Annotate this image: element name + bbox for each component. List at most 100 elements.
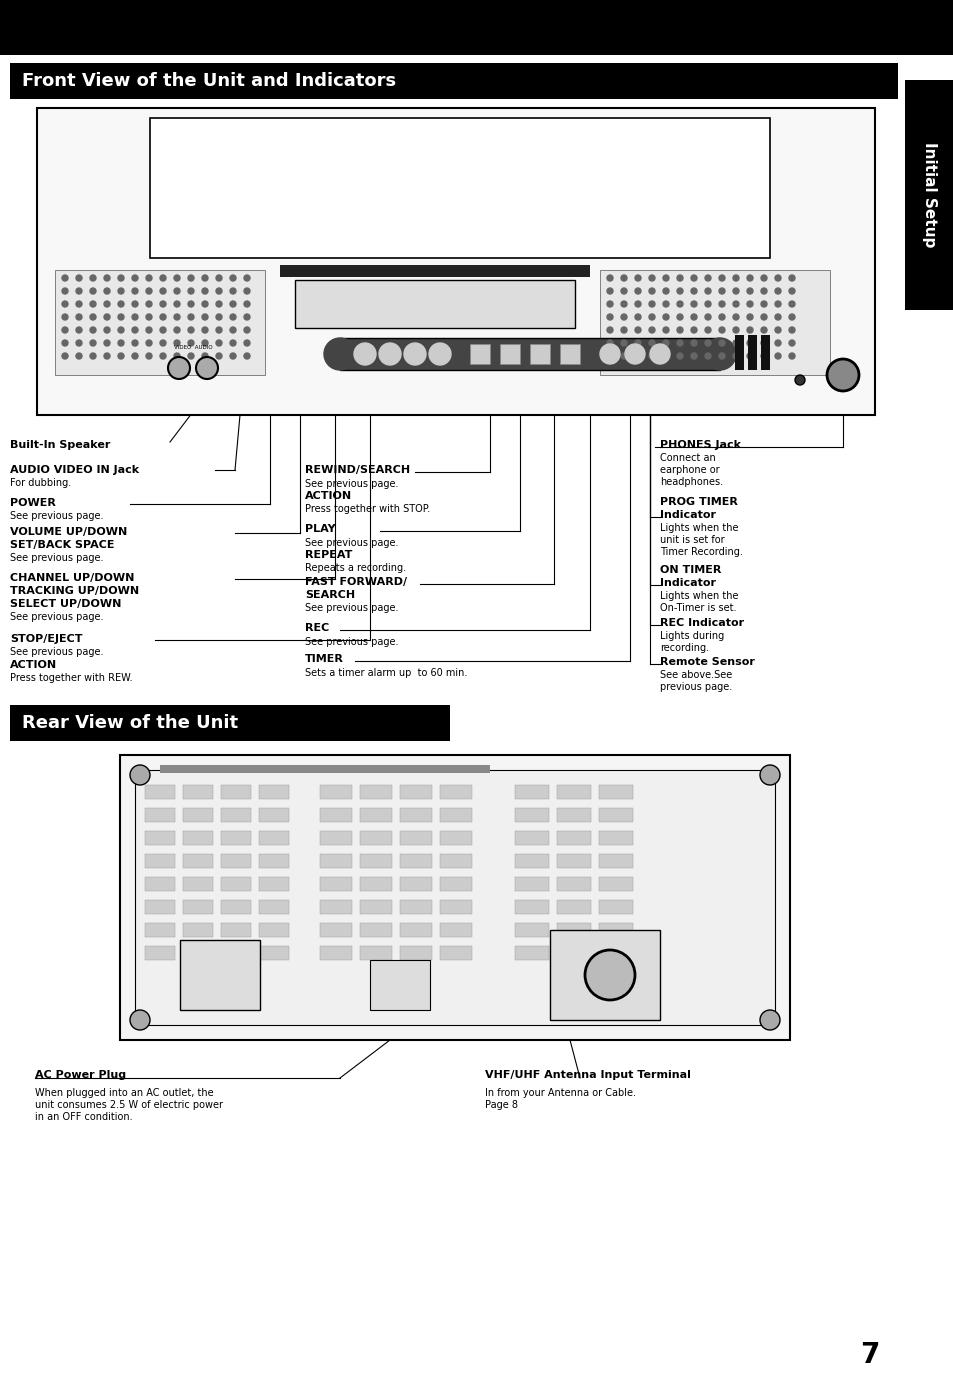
Bar	[557, 831, 590, 845]
Circle shape	[130, 765, 150, 786]
Bar	[515, 923, 548, 937]
Circle shape	[704, 328, 710, 333]
Circle shape	[704, 353, 710, 359]
Circle shape	[188, 314, 193, 321]
Bar	[180, 940, 260, 1010]
Bar	[258, 899, 289, 915]
Circle shape	[188, 353, 193, 359]
Text: SEARCH: SEARCH	[305, 590, 355, 600]
Text: STOP/EJECT: STOP/EJECT	[10, 634, 82, 644]
Bar	[145, 899, 174, 915]
Bar	[399, 877, 432, 891]
Text: 7: 7	[860, 1341, 879, 1369]
Bar	[399, 786, 432, 799]
Circle shape	[774, 353, 781, 359]
Bar	[515, 899, 548, 915]
Circle shape	[160, 301, 166, 307]
Circle shape	[173, 275, 180, 280]
Circle shape	[746, 287, 752, 294]
Bar	[183, 831, 213, 845]
Circle shape	[774, 328, 781, 333]
Circle shape	[160, 287, 166, 294]
Circle shape	[215, 287, 222, 294]
Text: VIDEO  AUDIO: VIDEO AUDIO	[173, 346, 213, 350]
Circle shape	[173, 301, 180, 307]
Bar	[221, 947, 251, 960]
Text: See previous page.: See previous page.	[305, 479, 398, 489]
Circle shape	[132, 353, 138, 359]
Text: Lights during: Lights during	[659, 632, 723, 641]
Circle shape	[202, 353, 208, 359]
Circle shape	[76, 275, 82, 280]
Bar	[439, 899, 472, 915]
Circle shape	[215, 328, 222, 333]
Circle shape	[104, 328, 110, 333]
Bar	[557, 923, 590, 937]
Circle shape	[774, 287, 781, 294]
Circle shape	[788, 353, 794, 359]
Text: When plugged into an AC outlet, the: When plugged into an AC outlet, the	[35, 1088, 213, 1098]
Bar	[599, 271, 829, 375]
Bar	[515, 877, 548, 891]
Circle shape	[215, 353, 222, 359]
Circle shape	[215, 275, 222, 280]
Bar	[135, 770, 774, 1024]
Circle shape	[244, 314, 250, 321]
Bar	[319, 786, 352, 799]
Bar	[258, 947, 289, 960]
Bar	[359, 786, 392, 799]
Bar	[598, 808, 633, 822]
Text: ACTION: ACTION	[10, 661, 57, 670]
Circle shape	[244, 328, 250, 333]
Circle shape	[230, 275, 235, 280]
Circle shape	[90, 275, 96, 280]
Bar	[145, 947, 174, 960]
Bar	[221, 854, 251, 868]
Circle shape	[76, 340, 82, 346]
Circle shape	[774, 275, 781, 280]
Bar	[221, 899, 251, 915]
Circle shape	[160, 275, 166, 280]
Circle shape	[104, 340, 110, 346]
Text: See previous page.: See previous page.	[10, 511, 103, 520]
Text: CHANNEL UP/DOWN: CHANNEL UP/DOWN	[10, 573, 134, 583]
Text: Lights when the: Lights when the	[659, 523, 738, 533]
Bar	[557, 877, 590, 891]
Circle shape	[620, 328, 626, 333]
Circle shape	[719, 287, 724, 294]
Circle shape	[746, 314, 752, 321]
Bar	[557, 899, 590, 915]
Circle shape	[132, 287, 138, 294]
Circle shape	[62, 301, 68, 307]
Circle shape	[90, 340, 96, 346]
Circle shape	[732, 275, 739, 280]
Bar	[145, 786, 174, 799]
Text: in an OFF condition.: in an OFF condition.	[35, 1112, 132, 1122]
Circle shape	[760, 1010, 780, 1030]
Circle shape	[215, 340, 222, 346]
Circle shape	[788, 275, 794, 280]
Circle shape	[690, 340, 697, 346]
Text: Rear View of the Unit: Rear View of the Unit	[22, 713, 238, 731]
Circle shape	[132, 340, 138, 346]
Circle shape	[732, 287, 739, 294]
Circle shape	[690, 287, 697, 294]
Bar	[439, 786, 472, 799]
Text: See previous page.: See previous page.	[305, 602, 398, 613]
Circle shape	[215, 314, 222, 321]
Bar	[359, 923, 392, 937]
Circle shape	[719, 328, 724, 333]
Circle shape	[230, 301, 235, 307]
Text: Repeats a recording.: Repeats a recording.	[305, 564, 406, 573]
Circle shape	[788, 340, 794, 346]
Bar	[258, 808, 289, 822]
Circle shape	[648, 275, 655, 280]
Circle shape	[202, 314, 208, 321]
Circle shape	[173, 287, 180, 294]
Text: SET/BACK SPACE: SET/BACK SPACE	[10, 540, 114, 550]
Circle shape	[215, 301, 222, 307]
Text: See previous page.: See previous page.	[10, 612, 103, 622]
Circle shape	[635, 328, 640, 333]
Bar	[221, 808, 251, 822]
Circle shape	[584, 949, 635, 999]
